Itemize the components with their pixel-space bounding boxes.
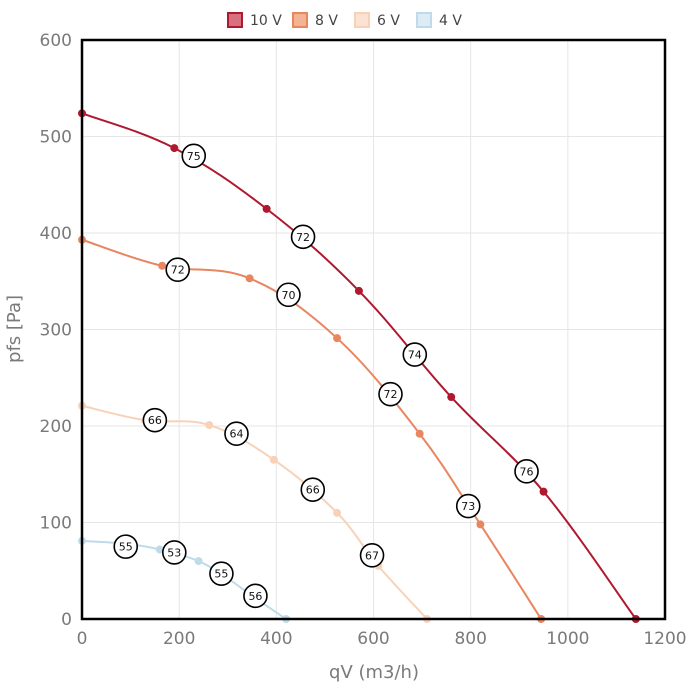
annotation-8v: 72 [378, 381, 403, 407]
annotation-4v: 53 [162, 540, 187, 565]
svg-text:72: 72 [171, 264, 185, 277]
grid [82, 40, 665, 619]
svg-text:66: 66 [148, 414, 162, 427]
legend-item-4v[interactable]: 4 V [416, 12, 462, 29]
data-point-8v[interactable] [245, 274, 254, 283]
series-line-10v [81, 112, 637, 620]
annotation-10v: 76 [514, 459, 539, 484]
plot-frame [80, 38, 667, 621]
data-point-8v[interactable] [333, 334, 342, 343]
data-point-8v[interactable] [476, 520, 485, 529]
annotation-10v: 72 [290, 224, 316, 250]
data-point-8v[interactable] [158, 261, 167, 270]
data-point-4v[interactable] [194, 557, 203, 566]
data-point-10v[interactable] [170, 144, 179, 153]
legend-swatch [354, 12, 370, 28]
x-tick-label: 1000 [546, 629, 589, 649]
x-tick-label: 1200 [643, 629, 686, 649]
svg-text:74: 74 [408, 349, 422, 362]
legend-item-10v[interactable]: 10 V [227, 12, 282, 29]
svg-text:70: 70 [281, 289, 295, 302]
annotation-10v: 75 [181, 143, 207, 169]
legend-label: 8 V [315, 13, 338, 29]
svg-text:76: 76 [520, 465, 534, 478]
data-point-10v[interactable] [447, 393, 456, 402]
annotation-4v: 56 [243, 583, 268, 609]
legend-swatch [416, 12, 432, 28]
annotation-8v: 72 [165, 257, 191, 282]
annotations: 55 53 55 56 66 64 66 67 72 70 72 73 75 72 74 76 [113, 143, 539, 609]
annotation-4v: 55 [113, 534, 139, 559]
y-tick-label: 300 [40, 321, 72, 341]
data-point-10v[interactable] [262, 204, 271, 213]
data-point-10v[interactable] [354, 286, 363, 295]
y-tick-label: 500 [40, 128, 72, 148]
data-point-6v[interactable] [333, 508, 342, 517]
annotation-6v: 64 [224, 421, 249, 447]
x-tick-label: 600 [357, 629, 389, 649]
legend-label: 10 V [250, 13, 282, 29]
data-point-8v[interactable] [415, 429, 424, 438]
y-axis-label: pfs [Pa] [4, 295, 25, 363]
legend-label: 4 V [439, 13, 462, 29]
series-layer [78, 109, 640, 623]
legend-swatch [292, 12, 308, 28]
legend[interactable]: 10 V 8 V 6 V 4 V [227, 12, 462, 29]
x-axis-label: qV (m3/h) [329, 662, 419, 683]
data-point-6v[interactable] [205, 421, 214, 430]
svg-text:64: 64 [229, 428, 243, 441]
svg-text:56: 56 [248, 590, 262, 603]
x-tick-label: 800 [454, 629, 486, 649]
annotation-6v: 66 [142, 407, 168, 433]
annotation-4v: 55 [209, 561, 234, 586]
svg-text:75: 75 [187, 150, 201, 163]
data-point-4v[interactable] [155, 545, 164, 554]
annotation-6v: 67 [359, 543, 385, 568]
y-tick-label: 100 [40, 514, 72, 534]
legend-label: 6 V [377, 13, 400, 29]
ticks: 0 200 400 600 800 1000 1200 0 100 200 300 400 500 600 [40, 31, 687, 649]
annotation-8v: 70 [276, 282, 301, 308]
y-tick-label: 400 [40, 224, 72, 244]
svg-text:73: 73 [461, 500, 475, 513]
annotation-8v: 73 [455, 493, 481, 519]
legend-item-8v[interactable]: 8 V [292, 12, 338, 29]
y-tick-label: 600 [40, 31, 72, 51]
x-tick-label: 200 [163, 629, 195, 649]
svg-text:55: 55 [119, 541, 133, 554]
x-tick-label: 400 [260, 629, 292, 649]
x-tick-label: 0 [77, 629, 88, 649]
svg-text:53: 53 [167, 546, 181, 559]
annotation-10v: 74 [402, 342, 428, 367]
svg-text:67: 67 [365, 549, 379, 562]
svg-text:72: 72 [296, 231, 310, 244]
annotation-6v: 66 [300, 477, 326, 502]
svg-text:66: 66 [306, 484, 320, 497]
y-tick-label: 200 [40, 417, 72, 437]
legend-swatch [227, 12, 243, 28]
data-point-10v[interactable] [539, 487, 548, 496]
y-tick-label: 0 [61, 610, 72, 630]
legend-item-6v[interactable]: 6 V [354, 12, 400, 29]
svg-text:55: 55 [214, 568, 228, 581]
svg-text:72: 72 [384, 388, 398, 401]
data-point-6v[interactable] [269, 455, 278, 464]
